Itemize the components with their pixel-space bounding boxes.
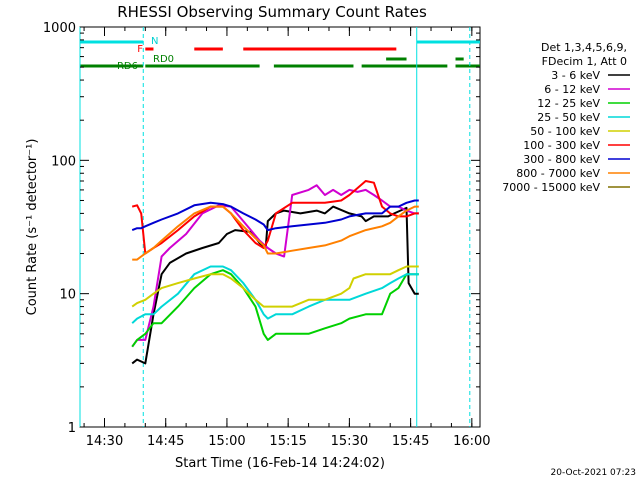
x-tick-label: 15:00	[208, 434, 245, 449]
series-line-1	[131, 184, 419, 348]
y-tick-label: 1	[68, 421, 76, 436]
legend-header: Det 1,3,4,5,6,9,	[541, 41, 627, 54]
x-axis-ticks: 14:30 14:45 15:00 15:15 15:30 15:45 16:00	[83, 27, 491, 449]
state-bar-label-n: N	[151, 36, 158, 47]
state-bar-label-rd6: RD6	[117, 61, 138, 72]
footer-date: 20-Oct-2021 07:23	[551, 468, 636, 478]
legend-entry-label: 100 - 300 keV	[523, 139, 600, 152]
state-bar-label-f: F	[137, 44, 143, 55]
y-tick-label: 1000	[43, 21, 76, 36]
series-line-6	[131, 199, 419, 232]
y-tick-label: 100	[51, 154, 76, 169]
series-line-5	[131, 180, 419, 255]
legend-entry-label: 7000 - 15000 keV	[502, 181, 600, 194]
legend: Det 1,3,4,5,6,9,FDecim 1, Att 03 - 6 keV…	[502, 41, 630, 194]
series-line-7	[132, 205, 419, 261]
legend-entry-label: 50 - 100 keV	[530, 125, 600, 138]
y-tick-label: 10	[59, 288, 76, 303]
legend-entry-label: 3 - 6 keV	[551, 69, 600, 82]
legend-entry-label: 12 - 25 keV	[537, 97, 600, 110]
series-line-2	[131, 269, 419, 348]
vertical-markers	[79, 27, 471, 427]
x-tick-label: 16:00	[453, 434, 490, 449]
legend-entry-label: 800 - 7000 keV	[516, 167, 600, 180]
y-axis-label: Count Rate (s⁻¹ detector⁻¹)	[25, 139, 40, 316]
state-bars: NF RD0 RD6	[80, 36, 480, 72]
x-tick-label: 15:45	[392, 434, 429, 449]
x-axis-label: Start Time (16-Feb-14 14:24:02)	[175, 456, 385, 471]
x-tick-label: 14:30	[86, 434, 123, 449]
legend-entry-label: 6 - 12 keV	[544, 83, 600, 96]
legend-entry-label: 300 - 800 keV	[523, 153, 600, 166]
legend-entry-label: 25 - 50 keV	[537, 111, 600, 124]
series-line-3	[131, 265, 419, 324]
x-tick-label: 14:45	[147, 434, 184, 449]
series-lines	[131, 180, 419, 365]
y-axis-ticks: 1 10 100 1000	[43, 21, 480, 436]
x-tick-label: 15:15	[269, 434, 306, 449]
legend-header: FDecim 1, Att 0	[542, 55, 627, 68]
series-line-4	[131, 265, 419, 308]
chart-title: RHESSI Observing Summary Count Rates	[117, 3, 427, 21]
x-tick-label: 15:30	[331, 434, 368, 449]
state-bar-label-rd0: RD0	[153, 54, 174, 65]
